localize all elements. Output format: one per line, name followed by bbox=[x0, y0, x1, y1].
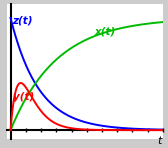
Text: z(t): z(t) bbox=[12, 16, 32, 26]
Text: y(t): y(t) bbox=[13, 92, 34, 102]
Text: t: t bbox=[157, 136, 161, 146]
Text: x(t): x(t) bbox=[94, 26, 116, 36]
